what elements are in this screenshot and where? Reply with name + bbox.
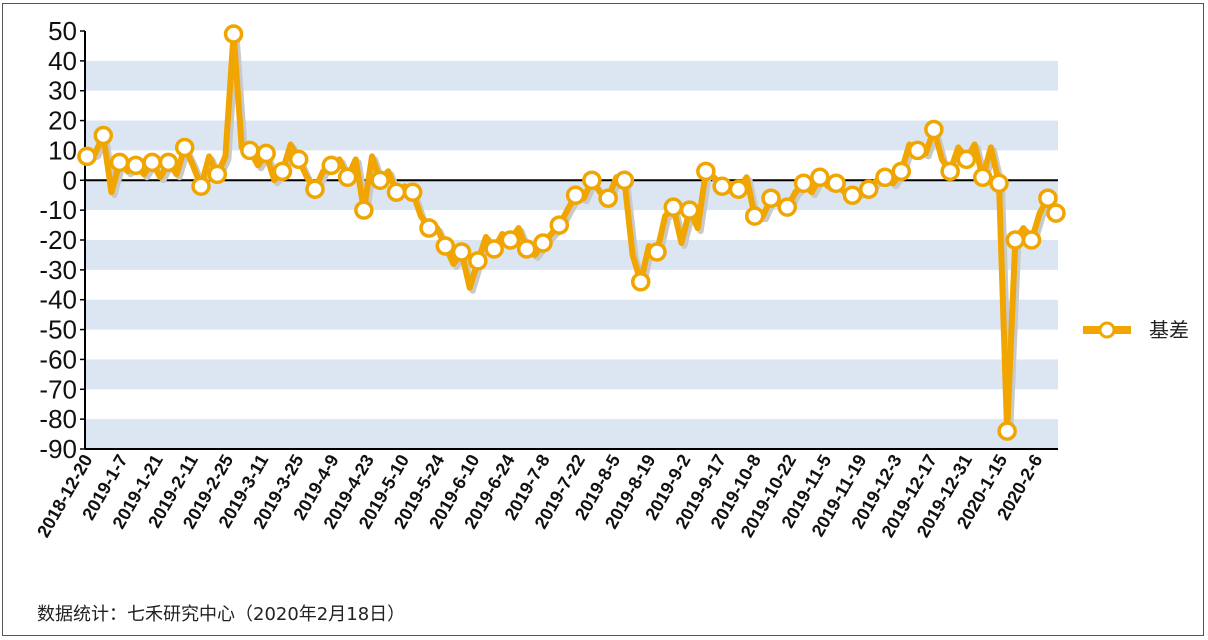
data-point [696, 161, 716, 182]
data-point [256, 143, 276, 164]
y-tick-label: 50 [48, 16, 77, 46]
data-point [93, 125, 114, 146]
grid-band [85, 359, 1058, 390]
data-point [842, 185, 863, 205]
y-tick-label: 20 [48, 106, 77, 136]
data-point [549, 215, 570, 235]
data-point [891, 161, 912, 182]
data-point [223, 24, 244, 44]
grid-band [85, 240, 1058, 270]
data-point [582, 170, 602, 191]
data-point [109, 152, 130, 173]
y-tick-label: -80 [39, 404, 77, 434]
data-point [337, 167, 358, 188]
data-point [663, 197, 684, 217]
y-tick-label: -50 [39, 315, 77, 345]
y-tick-label: 0 [63, 165, 77, 195]
data-point [370, 170, 390, 191]
data-point [451, 242, 472, 262]
series-layer [77, 24, 1066, 441]
data-point [565, 185, 586, 205]
data-point [940, 161, 960, 182]
data-point [728, 179, 749, 199]
data-point [207, 164, 228, 185]
data-point [793, 173, 814, 194]
grid-band [85, 419, 1058, 449]
data-point [907, 140, 928, 161]
y-tick-label: -40 [39, 285, 77, 315]
data-point [1021, 230, 1042, 250]
data-point [875, 167, 895, 188]
source-note: 数据统计：七禾研究中心（2020年2月18日） [37, 604, 406, 625]
data-point [272, 161, 293, 182]
y-tick-label: -70 [39, 374, 77, 404]
data-point [1046, 203, 1066, 223]
x-tick-label: 2018-12-20 [33, 451, 96, 541]
data-point [468, 251, 488, 271]
y-tick-label: -20 [39, 225, 77, 255]
data-point [386, 182, 407, 202]
data-point [288, 149, 309, 170]
y-tick-label: -90 [39, 434, 77, 464]
grid-band [85, 60, 1058, 91]
data-point [435, 236, 456, 256]
data-point [956, 149, 977, 170]
chart-frame: 50 40 30 20 10 0 -10 -20 -30 -40 -50 -60 -70 -80 -90 2… [2, 3, 1204, 636]
y-tick-label: 30 [48, 76, 77, 106]
legend-label: 基差 [1149, 318, 1189, 342]
legend-marker-swatch [1098, 321, 1116, 339]
data-point [997, 421, 1017, 441]
y-tick-label: 40 [48, 46, 77, 76]
y-tick-label: 10 [48, 135, 77, 165]
data-point [516, 239, 537, 259]
data-point [402, 182, 423, 202]
data-point [142, 152, 162, 173]
data-point [305, 179, 325, 199]
data-point [321, 155, 342, 176]
data-point [924, 119, 944, 140]
data-point [810, 167, 830, 188]
data-point [989, 173, 1009, 194]
data-point [158, 152, 179, 173]
data-point [533, 233, 553, 253]
data-point [647, 242, 667, 262]
legend: 基差 [1083, 318, 1189, 342]
y-tick-label: -30 [39, 255, 77, 285]
data-point [1005, 230, 1026, 250]
data-point [419, 218, 439, 238]
data-point [1038, 188, 1058, 208]
y-tick-label: -10 [39, 195, 77, 225]
data-point [826, 173, 846, 194]
grid-band [85, 299, 1058, 330]
data-point [761, 188, 781, 208]
grid-bands [85, 60, 1058, 449]
data-point [174, 137, 195, 158]
data-point [679, 200, 700, 220]
data-point [614, 170, 635, 191]
data-point [240, 140, 260, 161]
x-axis: 2018-12-202019-1-72019-1-212019-2-112019… [33, 448, 1058, 541]
data-point [777, 197, 798, 217]
data-point [744, 206, 765, 226]
data-point [191, 176, 211, 197]
data-point [630, 272, 651, 292]
data-point [598, 188, 618, 208]
data-point [354, 200, 374, 220]
data-point [77, 146, 97, 167]
y-tick-label: -60 [39, 344, 77, 374]
data-point [712, 176, 732, 197]
data-point [972, 167, 993, 188]
data-point [500, 230, 521, 250]
data-point [484, 239, 504, 259]
data-point [126, 155, 146, 176]
data-point [858, 179, 879, 199]
